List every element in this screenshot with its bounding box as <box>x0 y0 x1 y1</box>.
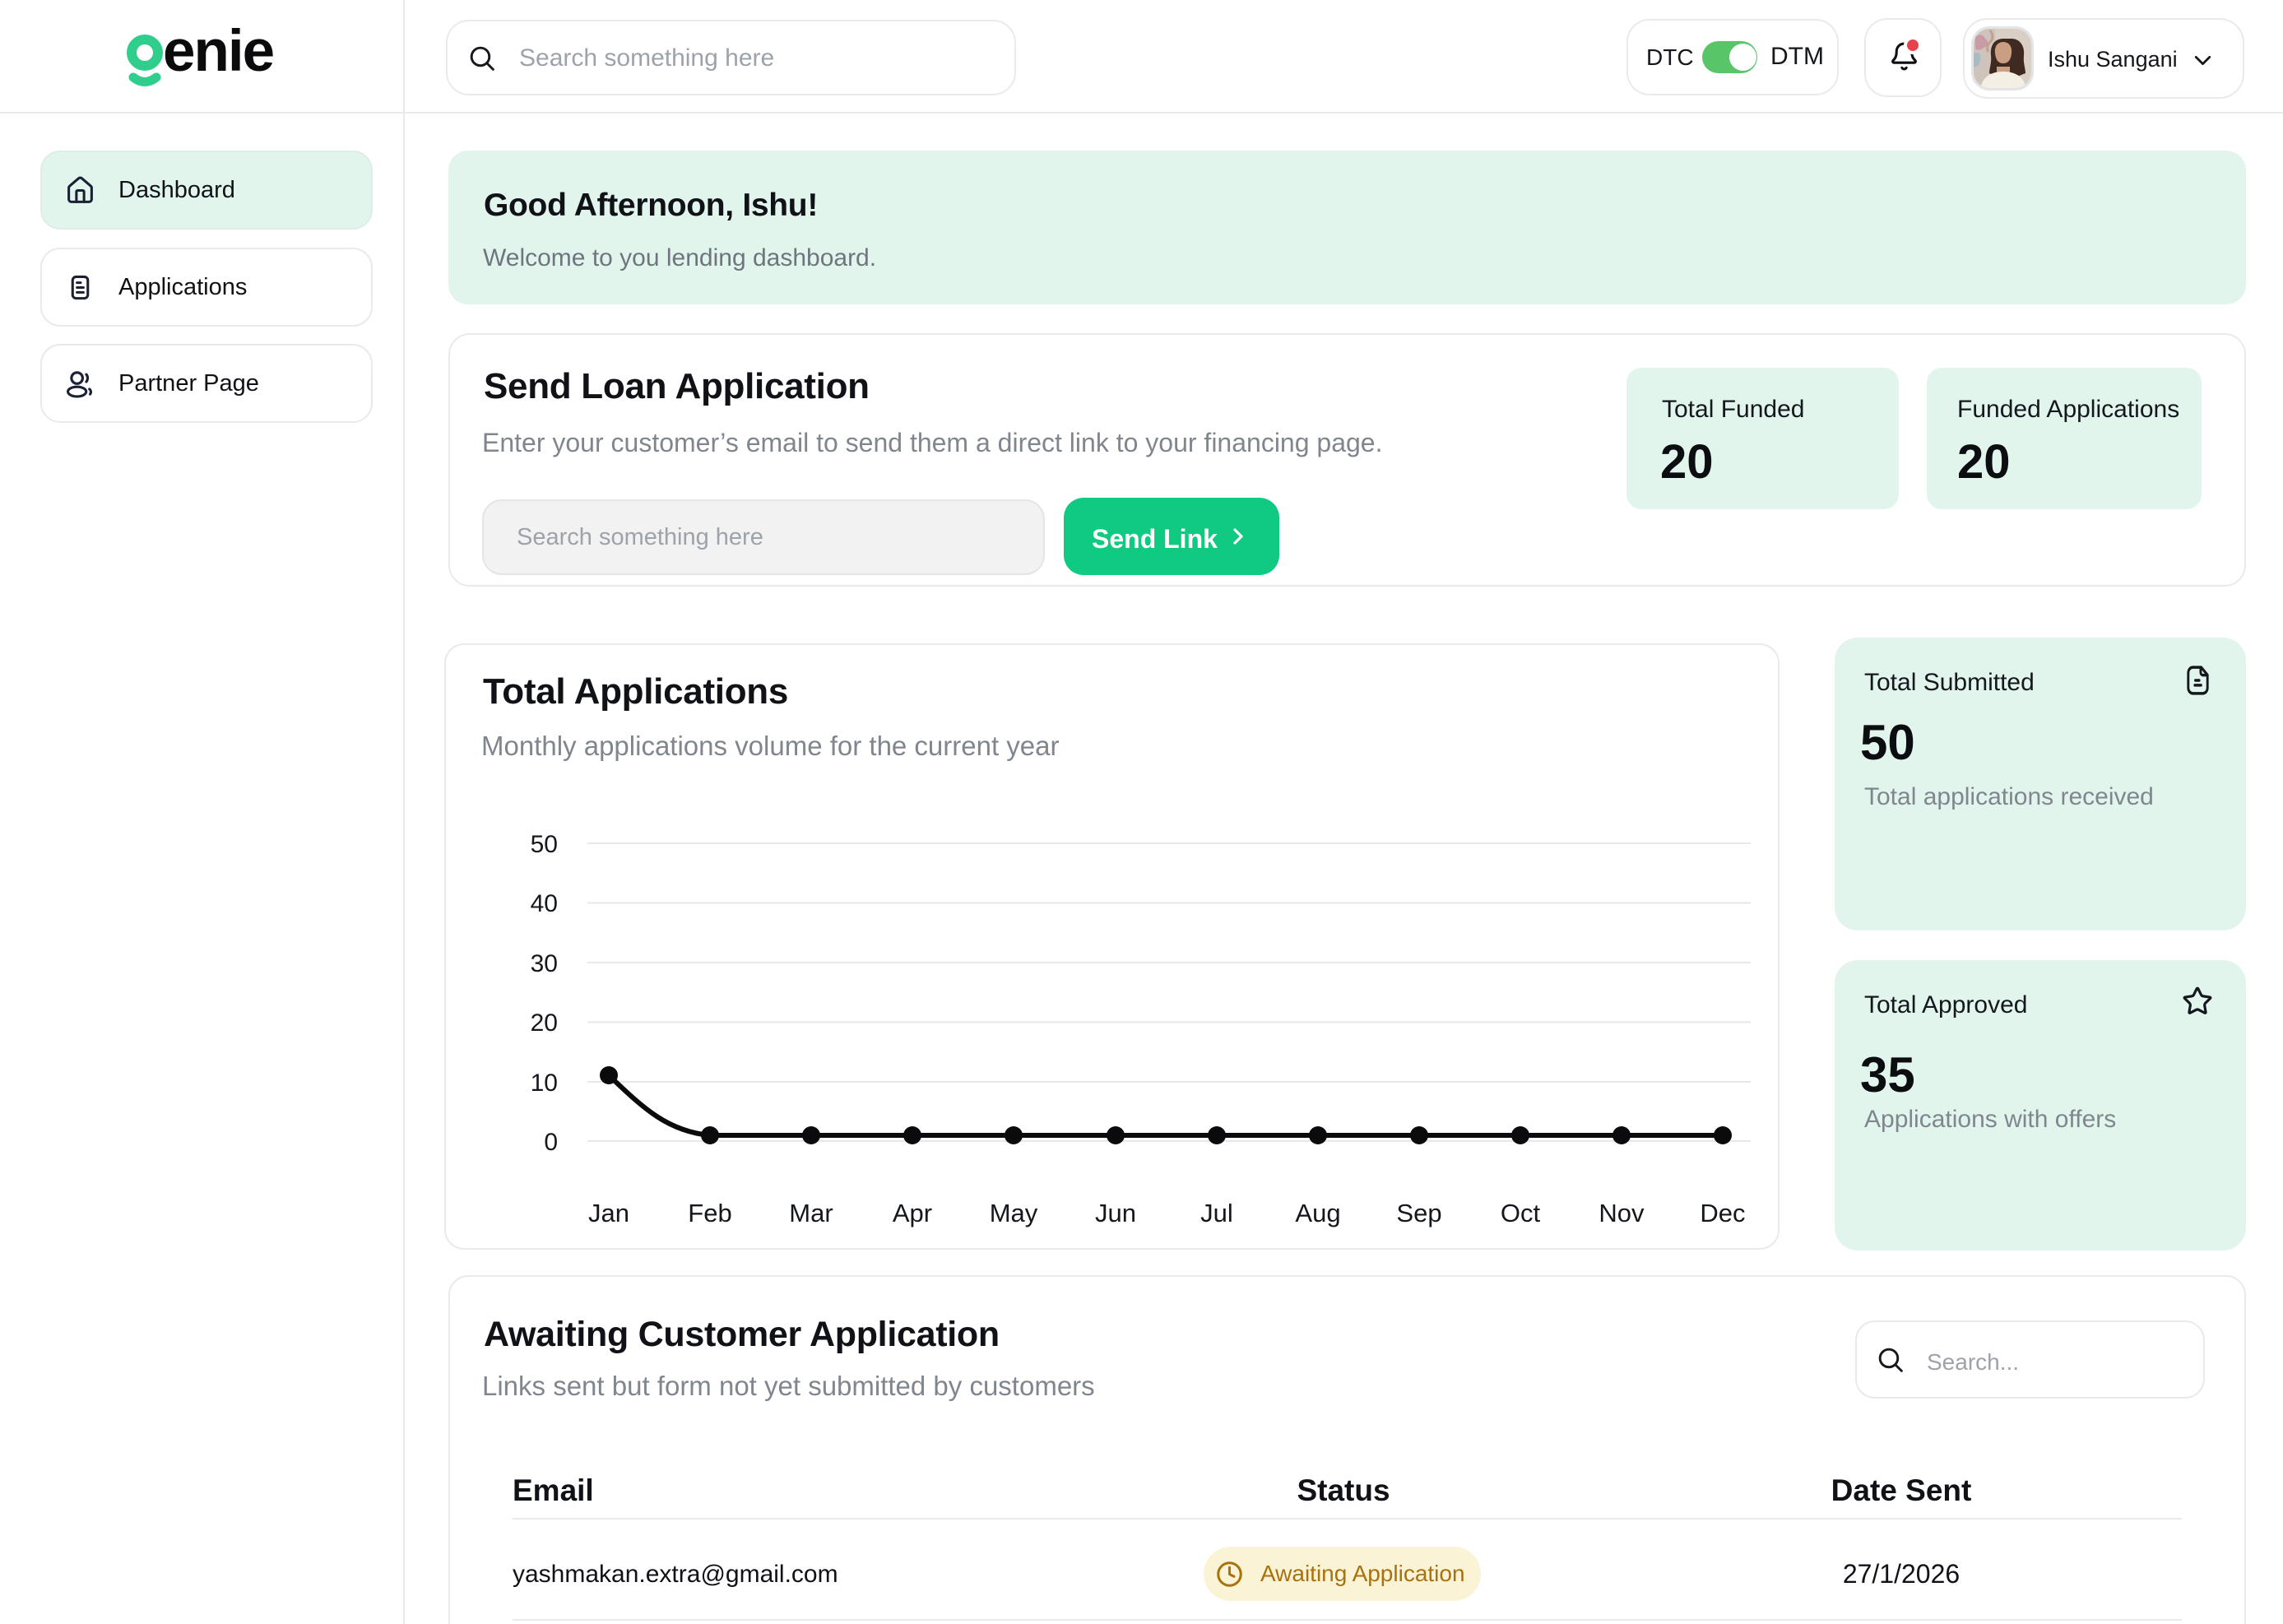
svg-text:40: 40 <box>531 890 558 917</box>
svg-text:10: 10 <box>531 1070 558 1097</box>
svg-text:Feb: Feb <box>688 1199 731 1227</box>
svg-text:Oct: Oct <box>1501 1199 1541 1227</box>
svg-text:May: May <box>990 1199 1038 1227</box>
svg-text:50: 50 <box>531 831 558 858</box>
svg-text:20: 20 <box>531 1009 558 1037</box>
svg-text:Nov: Nov <box>1599 1199 1645 1227</box>
svg-text:Jul: Jul <box>1200 1199 1233 1227</box>
svg-text:Jun: Jun <box>1095 1199 1136 1227</box>
svg-text:Aug: Aug <box>1295 1199 1340 1227</box>
svg-text:enie: enie <box>163 19 274 84</box>
svg-text:Dec: Dec <box>1700 1199 1745 1227</box>
svg-text:Sep: Sep <box>1396 1199 1441 1227</box>
svg-text:Apr: Apr <box>893 1199 932 1227</box>
svg-text:0: 0 <box>544 1129 558 1156</box>
svg-text:30: 30 <box>531 950 558 977</box>
svg-text:Mar: Mar <box>789 1199 833 1227</box>
svg-text:Jan: Jan <box>588 1199 629 1227</box>
